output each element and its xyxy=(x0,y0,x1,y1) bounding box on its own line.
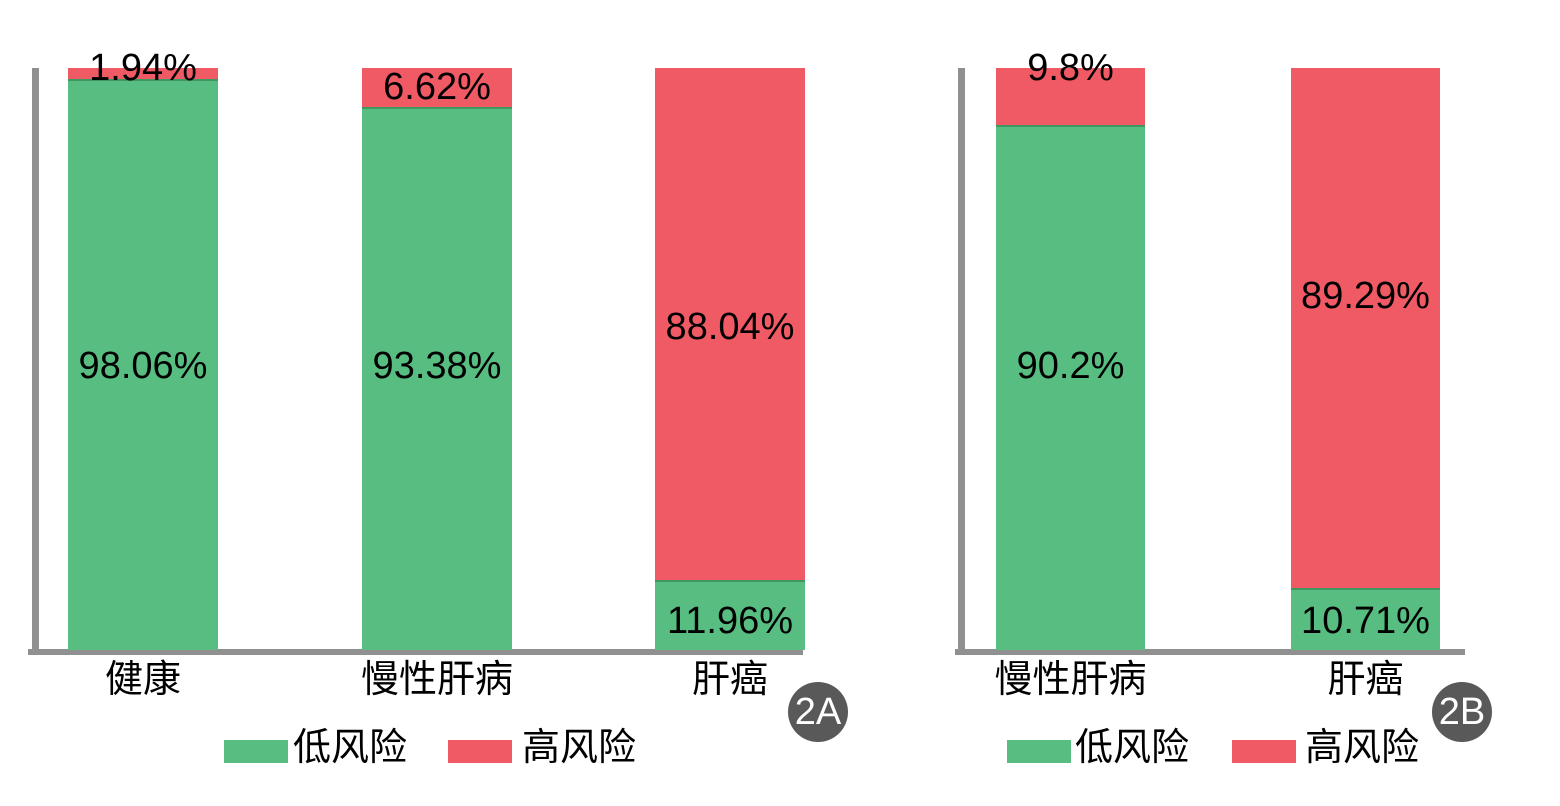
x-axis-category-label: 肝癌 xyxy=(1327,659,1404,701)
bar-segment-low-risk xyxy=(996,125,1145,650)
bar-value-label-low-risk: 93.38% xyxy=(372,345,502,387)
bar-value-label-low-risk: 98.06% xyxy=(78,345,208,387)
bar-segment-high-risk xyxy=(655,68,805,581)
subfigure-badge-2A: 2A xyxy=(788,682,848,742)
bar-value-label-low-risk: 11.96% xyxy=(666,600,794,642)
legend-label-low-risk: 低风险 xyxy=(293,727,408,769)
bar-segment-low-risk xyxy=(68,79,218,650)
bar-segment-high-risk xyxy=(1291,68,1440,588)
y-axis xyxy=(32,68,39,655)
bar-segment-low-risk xyxy=(362,106,512,650)
bar-value-label-low-risk: 10.71% xyxy=(1301,600,1430,642)
x-axis xyxy=(28,649,803,655)
bar-value-label-high-risk: 88.04% xyxy=(665,306,795,348)
legend-label-high-risk: 高风险 xyxy=(522,727,637,769)
bar-value-label-high-risk: 9.8% xyxy=(1027,47,1114,89)
bar-value-label-high-risk: 1.94% xyxy=(89,47,197,89)
bar-segment-low-risk xyxy=(655,580,805,650)
bar-segment-high-risk xyxy=(996,68,1145,126)
x-axis-category-label: 肝癌 xyxy=(691,659,768,701)
legend-swatch-high-risk xyxy=(448,740,512,763)
x-axis-category-label: 健康 xyxy=(104,659,181,701)
legend-swatch-low-risk xyxy=(224,740,288,763)
bar-value-label-low-risk: 90.2% xyxy=(1016,345,1125,387)
y-axis xyxy=(958,68,965,655)
subfigure-badge-2B: 2B xyxy=(1432,682,1492,742)
bar-segment-high-risk xyxy=(362,68,512,107)
legend-swatch-high-risk xyxy=(1232,740,1296,763)
legend-swatch-low-risk xyxy=(1007,740,1071,763)
x-axis xyxy=(955,649,1465,655)
x-axis-category-label: 慢性肝病 xyxy=(360,659,513,701)
bar-segment-high-risk xyxy=(68,68,218,80)
bar-segment-low-risk xyxy=(1291,587,1440,650)
legend-label-low-risk: 低风险 xyxy=(1075,727,1190,769)
legend-label-high-risk: 高风险 xyxy=(1305,727,1420,769)
bar-value-label-high-risk: 89.29% xyxy=(1301,275,1430,317)
bar-value-label-high-risk: 6.62% xyxy=(383,66,491,108)
x-axis-category-label: 慢性肝病 xyxy=(994,659,1147,701)
